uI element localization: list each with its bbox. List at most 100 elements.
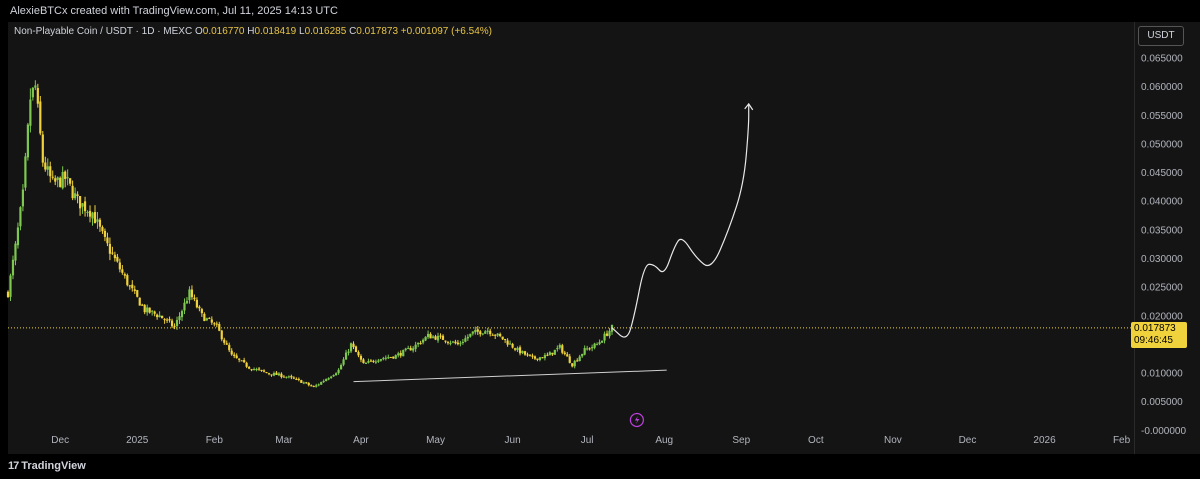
symbol-label[interactable]: Non-Playable Coin / USDT · 1D · MEXC <box>14 26 193 37</box>
candle-body <box>551 352 554 355</box>
candle-body <box>295 378 298 380</box>
candle-body <box>538 357 542 361</box>
candle-body <box>16 227 20 246</box>
chart-pane[interactable] <box>8 22 1134 454</box>
support-trendline <box>353 369 667 383</box>
last-price-value: 0.017873 <box>1134 323 1176 334</box>
candle-body <box>377 360 380 362</box>
candle-body <box>541 357 544 359</box>
time-tick-label: Oct <box>808 435 824 446</box>
candle-body <box>342 359 345 365</box>
candle-body <box>374 361 377 363</box>
candle-body <box>83 201 87 212</box>
candle-body <box>571 363 574 367</box>
candle-body <box>379 359 382 361</box>
candle-body <box>136 290 139 297</box>
candle-body <box>491 334 494 336</box>
high-value: 0.018419 <box>254 26 297 37</box>
candle-body <box>257 368 261 370</box>
tradingview-logo-text: TradingView <box>21 460 86 472</box>
candle-body <box>424 336 427 341</box>
candle-body <box>315 385 318 387</box>
candle-body <box>364 362 368 364</box>
candle-body <box>9 275 12 297</box>
candle-body <box>499 333 502 337</box>
candle-body <box>233 354 236 357</box>
candle-body <box>66 177 69 179</box>
time-tick-label: Nov <box>884 435 902 446</box>
candle-body <box>595 344 599 346</box>
time-tick-label: Feb <box>206 435 224 446</box>
candle-body <box>163 319 166 321</box>
currency-button[interactable]: USDT <box>1138 26 1184 46</box>
candle-body <box>352 343 355 348</box>
candle-body <box>484 331 487 334</box>
candle-body <box>255 369 258 371</box>
candle-body <box>290 376 293 378</box>
candle-body <box>439 335 442 337</box>
price-axis[interactable] <box>1134 22 1200 454</box>
candle-body <box>235 355 238 359</box>
candle-body <box>518 347 522 354</box>
tradingview-logo[interactable]: 17 TradingView <box>8 460 86 472</box>
candle-body <box>64 171 67 179</box>
candle-body <box>34 85 37 88</box>
price-tick-label: 0.030000 <box>1141 254 1183 265</box>
candle-body <box>504 339 507 341</box>
candle-body <box>225 343 228 345</box>
candle-body <box>556 348 559 350</box>
candle-body <box>523 351 527 355</box>
candle-body <box>173 325 176 327</box>
candle-body <box>526 354 529 356</box>
candle-body <box>151 310 154 312</box>
candle-body <box>14 243 17 261</box>
candle-body <box>272 373 276 376</box>
candle-body <box>598 342 601 345</box>
header-bar: AlexieBTCx created with TradingView.com,… <box>0 0 1200 22</box>
price-tick-label: 0.060000 <box>1141 82 1183 93</box>
candle-body <box>546 354 549 356</box>
candle-body <box>243 360 246 363</box>
candle-body <box>86 211 89 213</box>
lightning-icon <box>629 412 644 428</box>
candle-body <box>397 353 400 356</box>
candle-body <box>111 252 114 254</box>
candle-body <box>76 194 79 196</box>
candle-body <box>285 376 288 378</box>
candle-body <box>156 314 159 318</box>
candle-body <box>126 275 129 286</box>
time-tick-label: Dec <box>959 435 977 446</box>
projection-arrowhead <box>744 102 754 111</box>
candle-body <box>310 385 313 387</box>
candle-body <box>312 385 315 387</box>
candle-body <box>486 330 489 332</box>
candle-body <box>591 347 594 349</box>
candle-body <box>123 274 126 276</box>
candle-body <box>213 323 216 325</box>
candle-body <box>138 297 141 306</box>
candle-body <box>464 338 467 342</box>
candle-body <box>548 352 551 356</box>
lightning-bolt-glyph <box>634 416 640 424</box>
candle-body <box>469 333 472 337</box>
candle-body <box>446 342 450 344</box>
candle-body <box>175 319 179 327</box>
candle-body <box>168 319 171 321</box>
candle-body <box>412 348 415 351</box>
time-tick-label: Mar <box>275 435 293 446</box>
candle-body <box>6 291 10 297</box>
candle-body <box>11 259 15 276</box>
candle-body <box>118 262 121 270</box>
candle-body <box>332 374 335 377</box>
candle-body <box>148 307 151 313</box>
change-value: +0.001097 (+6.54%) <box>400 26 492 37</box>
candle-body <box>513 348 517 350</box>
candle-body <box>203 313 206 322</box>
candle-body <box>280 373 283 378</box>
candle-body <box>26 124 29 158</box>
candle-body <box>170 320 174 327</box>
candle-body <box>581 353 584 357</box>
candle-body <box>205 318 208 321</box>
candle-body <box>583 348 586 355</box>
